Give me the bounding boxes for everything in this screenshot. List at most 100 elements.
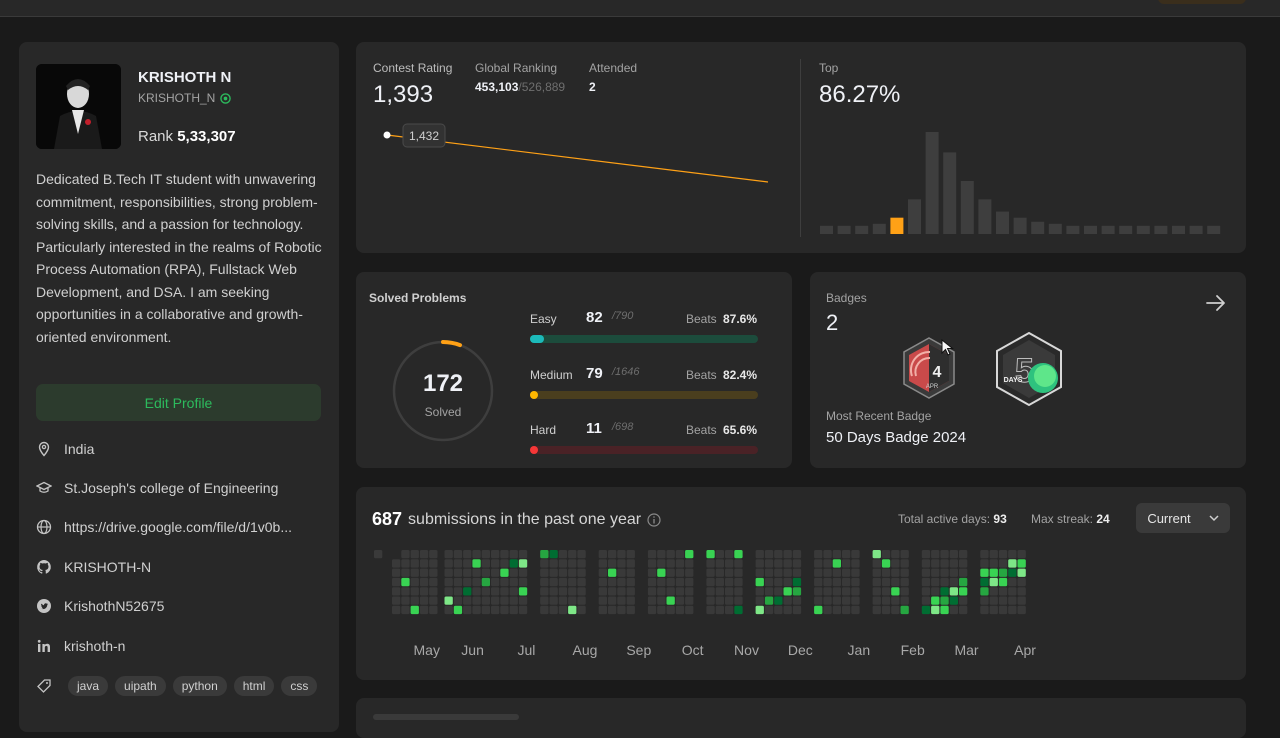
- heatmap-cell[interactable]: [1008, 568, 1017, 577]
- heatmap-cell[interactable]: [881, 550, 891, 559]
- heatmap-cell[interactable]: [734, 577, 743, 587]
- heatmap-cell[interactable]: [842, 559, 851, 568]
- heatmap-cell[interactable]: [881, 559, 891, 568]
- heatmap-cell[interactable]: [734, 568, 743, 577]
- heatmap-cell[interactable]: [491, 587, 500, 596]
- heatmap-cell[interactable]: [453, 550, 463, 559]
- heatmap-cell[interactable]: [401, 596, 410, 605]
- heatmap-cell[interactable]: [931, 596, 940, 605]
- heatmap-cell[interactable]: [1017, 596, 1026, 605]
- heatmap-cell[interactable]: [549, 577, 558, 587]
- heatmap-cell[interactable]: [549, 587, 558, 596]
- heatmap-cell[interactable]: [491, 550, 500, 559]
- heatmap-cell[interactable]: [491, 559, 500, 568]
- skill-tag-python[interactable]: python: [172, 676, 227, 696]
- heatmap-cell[interactable]: [940, 605, 949, 615]
- heatmap-cell[interactable]: [410, 568, 419, 577]
- heatmap-cell[interactable]: [832, 568, 841, 577]
- heatmap-cell[interactable]: [568, 550, 577, 559]
- heatmap-cell[interactable]: [842, 605, 851, 615]
- heatmap-cell[interactable]: [715, 550, 724, 559]
- heatmap-cell[interactable]: [783, 587, 792, 596]
- heatmap-cell[interactable]: [823, 605, 832, 615]
- heatmap-cell[interactable]: [577, 550, 586, 559]
- heatmap-cell[interactable]: [755, 559, 764, 568]
- heatmap-cell[interactable]: [725, 596, 734, 605]
- heatmap-cell[interactable]: [725, 587, 734, 596]
- heatmap-cell[interactable]: [725, 550, 734, 559]
- heatmap-cell[interactable]: [734, 587, 743, 596]
- heatmap-cell[interactable]: [410, 559, 419, 568]
- heatmap-cell[interactable]: [617, 559, 626, 568]
- heatmap-cell[interactable]: [540, 605, 549, 615]
- heatmap-cell[interactable]: [401, 577, 410, 587]
- fifty-days-badge-icon[interactable]: 5 DAYS: [993, 330, 1065, 408]
- heatmap-cell[interactable]: [500, 596, 509, 605]
- heatmap-cell[interactable]: [647, 568, 657, 577]
- heatmap-cell[interactable]: [1017, 605, 1026, 615]
- heatmap-cell[interactable]: [675, 596, 685, 605]
- heatmap-cell[interactable]: [872, 568, 881, 577]
- heatmap-cell[interactable]: [949, 577, 958, 587]
- skill-tag-uipath[interactable]: uipath: [115, 676, 166, 696]
- heatmap-cell[interactable]: [500, 559, 509, 568]
- heatmap-cell[interactable]: [949, 605, 958, 615]
- heatmap-cell[interactable]: [598, 559, 607, 568]
- heatmap-cell[interactable]: [540, 559, 549, 568]
- heatmap-cell[interactable]: [558, 596, 568, 605]
- heatmap-cell[interactable]: [568, 577, 577, 587]
- heatmap-cell[interactable]: [675, 605, 685, 615]
- heatmap-cell[interactable]: [959, 550, 968, 559]
- heatmap-cell[interactable]: [881, 605, 891, 615]
- heatmap-cell[interactable]: [949, 596, 958, 605]
- heatmap-cell[interactable]: [715, 587, 724, 596]
- heatmap-cell[interactable]: [734, 596, 743, 605]
- heatmap-cell[interactable]: [891, 568, 900, 577]
- heatmap-cell[interactable]: [764, 587, 774, 596]
- heatmap-cell[interactable]: [998, 559, 1008, 568]
- twitter-link[interactable]: KrishothN52675: [64, 598, 165, 614]
- heatmap-cell[interactable]: [472, 568, 481, 577]
- heatmap-cell[interactable]: [998, 550, 1008, 559]
- heatmap-cell[interactable]: [410, 605, 419, 615]
- linkedin-row[interactable]: krishoth-n: [36, 638, 125, 654]
- heatmap-cell[interactable]: [715, 605, 724, 615]
- heatmap-cell[interactable]: [410, 596, 419, 605]
- heatmap-cell[interactable]: [949, 550, 958, 559]
- heatmap-cell[interactable]: [900, 559, 909, 568]
- heatmap-cell[interactable]: [617, 596, 626, 605]
- heatmap-cell[interactable]: [823, 550, 832, 559]
- heatmap-cell[interactable]: [509, 550, 518, 559]
- heatmap-cell[interactable]: [980, 577, 989, 587]
- heatmap-cell[interactable]: [842, 568, 851, 577]
- heatmap-cell[interactable]: [685, 577, 694, 587]
- heatmap-cell[interactable]: [783, 577, 792, 587]
- heatmap-cell[interactable]: [706, 568, 715, 577]
- heatmap-cell[interactable]: [931, 587, 940, 596]
- heatmap-cell[interactable]: [608, 559, 617, 568]
- heatmap-cell[interactable]: [959, 596, 968, 605]
- heatmap-cell[interactable]: [814, 605, 823, 615]
- heatmap-cell[interactable]: [657, 577, 666, 587]
- heatmap-cell[interactable]: [453, 596, 463, 605]
- heatmap-cell[interactable]: [851, 587, 860, 596]
- twitter-row[interactable]: KrishothN52675: [36, 598, 164, 614]
- heatmap-cell[interactable]: [419, 587, 429, 596]
- heatmap-cell[interactable]: [755, 550, 764, 559]
- heatmap-cell[interactable]: [959, 577, 968, 587]
- heatmap-cell[interactable]: [1017, 577, 1026, 587]
- heatmap-cell[interactable]: [463, 550, 472, 559]
- heatmap-cell[interactable]: [823, 559, 832, 568]
- heatmap-cell[interactable]: [1008, 577, 1017, 587]
- heatmap-cell[interactable]: [444, 550, 453, 559]
- github-row[interactable]: KRISHOTH-N: [36, 559, 151, 575]
- heatmap-cell[interactable]: [1017, 559, 1026, 568]
- heatmap-cell[interactable]: [453, 577, 463, 587]
- heatmap-cell[interactable]: [509, 559, 518, 568]
- heatmap-cell[interactable]: [657, 596, 666, 605]
- heatmap-cell[interactable]: [577, 596, 586, 605]
- heatmap-cell[interactable]: [675, 587, 685, 596]
- heatmap-cell[interactable]: [401, 559, 410, 568]
- heatmap-cell[interactable]: [444, 568, 453, 577]
- heatmap-cell[interactable]: [706, 550, 715, 559]
